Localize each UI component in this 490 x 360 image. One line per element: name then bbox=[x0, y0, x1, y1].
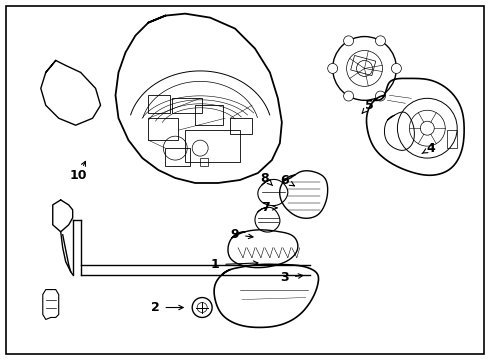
Circle shape bbox=[192, 298, 212, 318]
Bar bbox=[447, 130, 457, 148]
Bar bbox=[195, 105, 223, 125]
Circle shape bbox=[392, 63, 401, 73]
Circle shape bbox=[333, 37, 396, 100]
Bar bbox=[200, 158, 208, 166]
Text: 1: 1 bbox=[211, 258, 220, 271]
Bar bbox=[351, 55, 376, 76]
Text: 10: 10 bbox=[70, 168, 87, 181]
Bar bbox=[172, 98, 202, 113]
Circle shape bbox=[328, 63, 338, 73]
Text: 2: 2 bbox=[151, 301, 160, 314]
Bar bbox=[165, 148, 190, 166]
Text: 5: 5 bbox=[365, 99, 374, 112]
Bar bbox=[185, 130, 240, 162]
Circle shape bbox=[375, 91, 386, 101]
Text: 7: 7 bbox=[262, 201, 270, 215]
Circle shape bbox=[343, 36, 354, 46]
Bar bbox=[230, 118, 252, 134]
Text: 3: 3 bbox=[281, 271, 289, 284]
Bar bbox=[148, 95, 171, 113]
Bar bbox=[148, 118, 178, 140]
Text: 9: 9 bbox=[231, 228, 239, 241]
Text: 8: 8 bbox=[261, 171, 269, 185]
Circle shape bbox=[375, 36, 386, 46]
Circle shape bbox=[343, 91, 354, 101]
Text: 6: 6 bbox=[281, 174, 289, 186]
Text: 4: 4 bbox=[427, 141, 436, 155]
